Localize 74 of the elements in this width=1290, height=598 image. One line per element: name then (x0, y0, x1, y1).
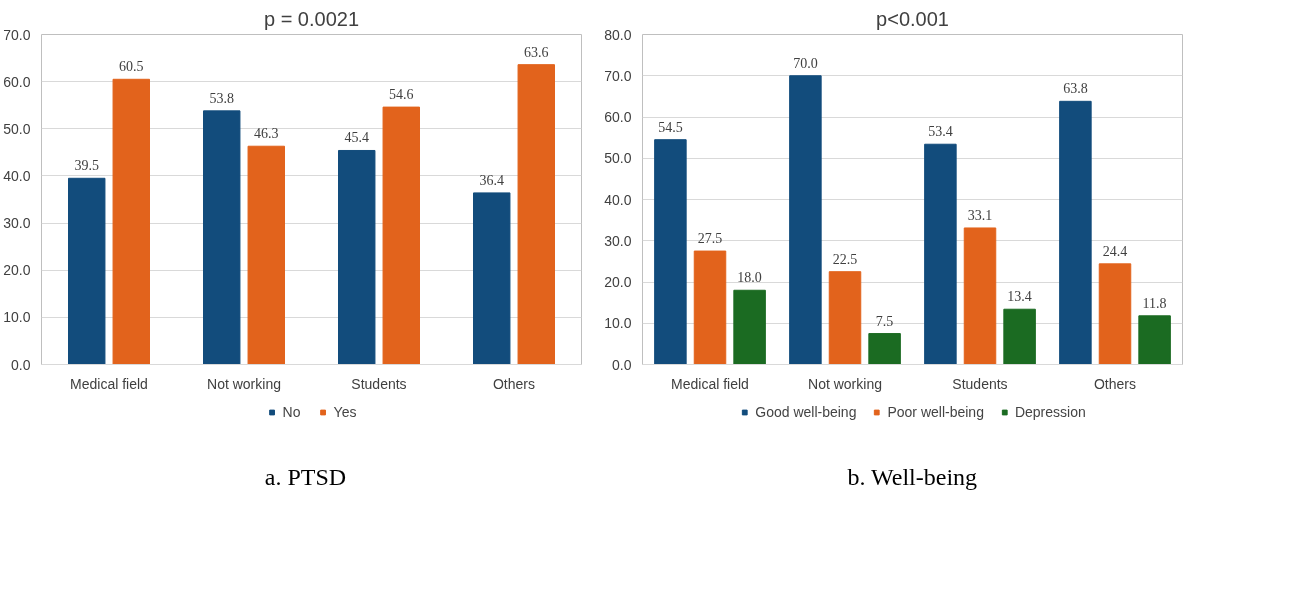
bar (68, 177, 106, 365)
y-tick-label: 20.0 (604, 274, 632, 290)
x-tick-label: Not working (808, 375, 882, 392)
bar (828, 271, 862, 365)
data-label: 60.5 (119, 59, 144, 75)
y-tick-label: 60.0 (604, 109, 632, 125)
data-label: 7.5 (875, 313, 894, 329)
data-label: 53.4 (928, 124, 953, 140)
legend-label: No (282, 404, 302, 420)
legend-label: Poor well-being (887, 404, 984, 420)
data-label: 39.5 (74, 158, 99, 174)
bar (247, 145, 285, 365)
x-tick-label: Not working (207, 375, 281, 392)
data-label: 11.8 (1142, 295, 1167, 311)
x-tick-label: Students (351, 375, 407, 392)
legend-label: Yes (333, 404, 357, 420)
data-label: 54.6 (389, 87, 414, 103)
bar (112, 78, 150, 365)
y-tick-label: 70.0 (604, 67, 632, 84)
x-tick-label: Medical field (671, 375, 749, 392)
bar (338, 149, 376, 365)
y-tick-label: 60.0 (3, 73, 31, 90)
y-tick-label: 10.0 (3, 309, 31, 326)
data-label: 70.0 (793, 55, 818, 71)
y-tick-label: 10.0 (604, 315, 632, 332)
bar (789, 75, 822, 365)
bar (203, 110, 241, 365)
x-tick-label: Others (1093, 375, 1137, 392)
data-label: 33.1 (967, 207, 993, 223)
y-tick-label: 80.0 (604, 26, 632, 43)
bar (654, 139, 687, 365)
data-label: 13.4 (1007, 289, 1032, 305)
data-label: 63.8 (1063, 81, 1088, 97)
data-label: 46.3 (254, 126, 279, 142)
data-label: 24.4 (1102, 243, 1128, 259)
data-label: 45.4 (344, 130, 369, 146)
x-tick-label: Others (492, 375, 536, 392)
bar (924, 143, 957, 365)
y-tick-label: 40.0 (3, 167, 31, 184)
y-tick-label: 30.0 (3, 215, 31, 232)
data-label: 27.5 (697, 231, 723, 247)
bar (1059, 100, 1092, 365)
y-tick-label: 50.0 (604, 150, 632, 167)
y-tick-label: 0.0 (11, 356, 31, 373)
bar (382, 106, 420, 365)
bar (1138, 315, 1171, 365)
data-label: 54.5 (658, 119, 683, 135)
bar (473, 192, 511, 365)
bar (868, 333, 901, 365)
y-tick-label: 70.0 (3, 26, 31, 43)
y-tick-label: 0.0 (612, 356, 632, 373)
data-label: 22.5 (832, 251, 858, 267)
legend-label: Depression (1014, 404, 1086, 420)
y-tick-label: 30.0 (604, 232, 632, 249)
bar (963, 227, 997, 365)
legend-label: Good well-being (755, 404, 857, 420)
data-label: 36.4 (479, 172, 504, 188)
bar (1098, 263, 1132, 365)
data-label: 18.0 (737, 270, 762, 286)
bar (693, 250, 727, 365)
chart-title: p<0.001 (876, 7, 949, 30)
x-tick-label: Medical field (70, 375, 148, 392)
y-tick-label: 20.0 (3, 262, 31, 279)
text: a. PTSD (264, 463, 347, 490)
x-tick-label: Students (952, 375, 1008, 392)
text: b. Well-being (847, 463, 978, 490)
y-tick-label: 40.0 (604, 191, 632, 208)
bar (733, 289, 766, 365)
data-label: 53.8 (209, 90, 234, 106)
data-label: 63.6 (524, 44, 549, 60)
bar (1003, 308, 1036, 365)
chart-title: p = 0.0021 (263, 7, 360, 30)
bar (517, 64, 555, 365)
y-tick-label: 50.0 (3, 120, 31, 137)
